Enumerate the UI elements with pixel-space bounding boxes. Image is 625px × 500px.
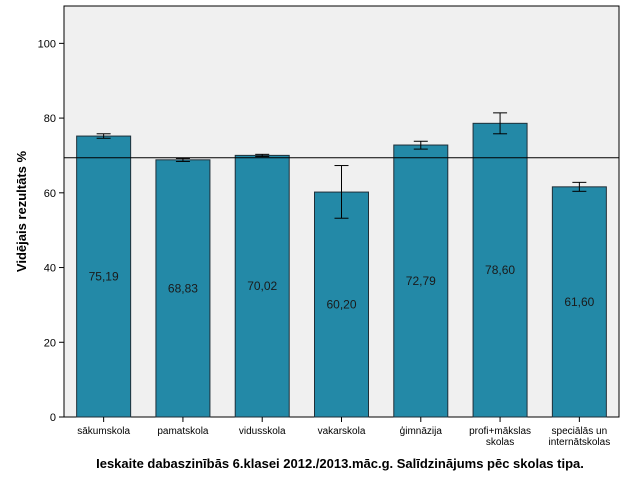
data-label: 72,79 — [406, 274, 436, 288]
error-bar — [572, 181, 587, 192]
bar — [472, 122, 528, 418]
category-label: speciālās un internātskolas — [549, 426, 611, 448]
y-tick-label: 0 — [50, 412, 56, 424]
error-bar — [334, 165, 349, 219]
data-label: 75,19 — [89, 270, 119, 284]
data-labels: 75,19 68,83 70,02 60,20 72,79 78,60 61,60 — [89, 263, 595, 311]
category-labels: sākumskola pamatskola vidusskola vakarskola… — [77, 417, 610, 448]
bar — [314, 191, 369, 418]
data-label: 61,60 — [564, 295, 594, 309]
error-bars — [96, 112, 587, 219]
category-label: profi+mākslas skolas — [469, 426, 531, 448]
data-label: 70,02 — [247, 279, 277, 293]
y-tick-label: 100 — [38, 38, 56, 50]
y-tick-label: 60 — [44, 188, 56, 200]
y-tick-label: 80 — [44, 113, 56, 125]
data-label: 78,60 — [485, 263, 515, 277]
category-label: vidusskola — [239, 426, 286, 437]
category-label: pamatskola — [157, 426, 209, 437]
error-bar — [413, 140, 428, 150]
bar — [393, 144, 449, 418]
chart-title: Ieskaite dabaszinībās 6.klasei 2012./201… — [96, 456, 584, 471]
bar — [76, 135, 132, 418]
y-axis-title: Vidējais rezultāts % — [14, 150, 29, 272]
bar — [551, 186, 607, 418]
data-label: 68,83 — [168, 281, 198, 295]
error-bar — [255, 153, 270, 158]
y-tick-label: 40 — [44, 263, 56, 275]
bar — [155, 159, 211, 418]
category-label: sākumskola — [77, 426, 130, 437]
y-tick-label: 20 — [44, 337, 56, 349]
category-label: vakarskola — [318, 426, 366, 437]
error-bar — [175, 157, 190, 162]
error-bar — [96, 133, 111, 139]
y-axis-ticks: 0 20 40 60 80 100 — [38, 38, 64, 424]
category-label: ģimnāzija — [400, 424, 443, 437]
data-label: 60,20 — [326, 298, 356, 312]
error-bar — [493, 112, 508, 135]
